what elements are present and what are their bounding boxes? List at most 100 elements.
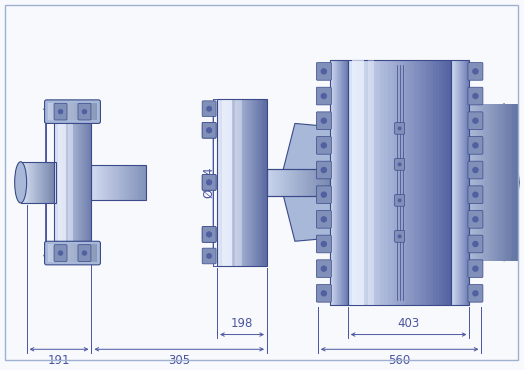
Bar [361,60,363,305]
Bar [471,104,472,261]
Bar [280,169,282,196]
Bar [50,103,51,121]
Bar [312,169,314,196]
FancyBboxPatch shape [468,137,483,154]
Bar [65,124,66,241]
Bar [278,169,280,196]
FancyBboxPatch shape [316,186,331,204]
Bar [62,124,63,241]
Bar [510,104,512,261]
Bar [60,103,61,121]
Bar [56,124,57,241]
Bar [104,165,105,199]
Bar [54,162,56,203]
Bar [100,165,101,199]
Bar [79,244,80,262]
Bar [397,60,400,305]
Bar [308,169,310,196]
Bar [425,60,428,305]
Bar [258,99,259,266]
Bar [74,103,75,121]
Bar [53,162,54,203]
Bar [420,60,423,305]
Bar [351,60,353,305]
Bar [75,103,77,121]
Bar [90,103,91,121]
Bar [82,103,84,121]
Bar [124,165,126,199]
Bar [85,244,86,262]
Bar [32,162,33,203]
Bar [462,104,463,261]
Bar [50,244,51,262]
FancyBboxPatch shape [468,112,483,130]
Bar [42,162,43,203]
Bar [376,60,379,305]
Bar [70,244,71,262]
Bar [353,60,356,305]
Bar [315,169,317,196]
Bar [142,165,144,199]
Circle shape [82,109,87,114]
Bar [323,169,325,196]
Circle shape [206,179,212,185]
Bar [275,169,276,196]
Bar [262,99,263,266]
Bar [58,103,59,121]
Bar [97,165,99,199]
Bar [358,60,361,305]
Bar [328,169,330,196]
Circle shape [206,232,212,238]
FancyBboxPatch shape [45,241,101,265]
Bar [88,244,89,262]
Bar [319,169,320,196]
Bar [227,99,228,266]
Bar [249,99,251,266]
Bar [299,169,301,196]
Bar [284,169,286,196]
Bar [68,103,69,121]
Bar [119,165,120,199]
Bar [293,169,295,196]
Bar [33,162,34,203]
Bar [329,169,331,196]
Bar [497,104,498,261]
Bar [436,60,439,305]
Bar [25,162,26,203]
Circle shape [321,68,327,75]
Bar [77,103,78,121]
Bar [289,169,290,196]
Circle shape [472,118,479,124]
Bar [321,169,323,196]
Bar [402,60,405,305]
Circle shape [321,167,327,173]
Bar [57,124,58,241]
Bar [48,244,49,262]
Bar [488,104,489,261]
Bar [68,124,69,241]
Bar [444,60,446,305]
Bar [62,244,64,262]
Circle shape [206,127,212,133]
Bar [35,162,36,203]
Bar [284,169,286,196]
Bar [368,60,371,305]
Text: Ø564: Ø564 [203,166,216,198]
FancyBboxPatch shape [468,161,483,179]
Bar [45,162,46,203]
Bar [49,162,50,203]
Bar [84,103,85,121]
Bar [450,104,451,261]
Bar [286,169,287,196]
Bar [51,103,52,121]
Bar [74,244,75,262]
Bar [86,103,88,121]
Bar [90,124,91,241]
Bar [41,162,42,203]
Bar [356,60,358,305]
Bar [133,165,134,199]
Bar [77,124,78,241]
Bar [410,60,412,305]
Bar [446,60,449,305]
Circle shape [472,241,479,247]
